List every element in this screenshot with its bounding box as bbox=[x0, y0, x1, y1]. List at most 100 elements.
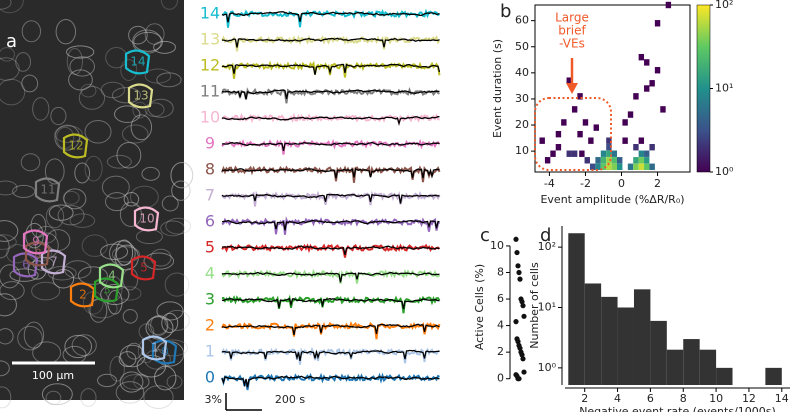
roi-label: 10 bbox=[139, 212, 154, 226]
cell-outline bbox=[144, 23, 165, 45]
y-tick-label: 30 bbox=[515, 92, 529, 105]
trace-label: 10 bbox=[200, 108, 220, 127]
cell-outline bbox=[12, 184, 36, 199]
roi-outline bbox=[130, 255, 157, 281]
roi-label: 11 bbox=[40, 183, 55, 197]
roi-label: 9 bbox=[32, 235, 40, 249]
heat-cell bbox=[654, 20, 661, 27]
cell-outline bbox=[154, 365, 177, 391]
cell-outline bbox=[47, 265, 77, 281]
heat-cell bbox=[600, 150, 607, 157]
heat-cell bbox=[561, 119, 567, 126]
trace-smooth bbox=[221, 297, 440, 310]
y-tick-label: 10 bbox=[490, 239, 504, 252]
heat-cell bbox=[633, 163, 639, 170]
trace-smooth bbox=[221, 323, 440, 336]
point bbox=[513, 236, 519, 242]
heat-cell bbox=[555, 130, 562, 138]
point bbox=[514, 249, 520, 256]
heat-cell bbox=[649, 163, 655, 170]
cell-outline bbox=[164, 309, 190, 331]
panel-letter: b bbox=[500, 1, 511, 22]
cell-outline bbox=[66, 47, 83, 75]
cell-outline bbox=[80, 83, 97, 98]
cell-outline bbox=[0, 0, 12, 10]
heat-cell bbox=[638, 53, 645, 61]
roi-outline bbox=[93, 277, 120, 303]
annotation: brief bbox=[558, 24, 586, 38]
roi-outline bbox=[24, 241, 51, 267]
cell-outline bbox=[164, 272, 190, 297]
cell-outline bbox=[105, 192, 129, 212]
point bbox=[520, 356, 526, 362]
x-tick-label: -2 bbox=[580, 177, 591, 190]
cell-outline bbox=[122, 374, 150, 391]
colorbar-tick-label: 10⁰ bbox=[715, 165, 734, 178]
roi-outline bbox=[40, 249, 67, 275]
amp-scale-label: 3% bbox=[205, 393, 222, 406]
x-tick-label: 8 bbox=[680, 392, 687, 405]
cell-outline bbox=[0, 234, 17, 250]
y-tick-label: 60 bbox=[515, 14, 529, 27]
roi-label: 13 bbox=[133, 89, 148, 103]
point bbox=[516, 269, 522, 276]
heat-cell bbox=[622, 137, 628, 144]
point bbox=[521, 313, 527, 319]
heat-cell bbox=[644, 85, 650, 92]
cell-outline bbox=[0, 220, 19, 242]
heat-cell bbox=[593, 124, 599, 131]
cell-outline bbox=[106, 154, 132, 169]
trace-label: 1 bbox=[205, 342, 215, 361]
point bbox=[517, 276, 523, 282]
cell-outline bbox=[161, 195, 179, 212]
point bbox=[516, 376, 522, 382]
trace-smooth bbox=[222, 37, 440, 48]
trace-label: 9 bbox=[205, 134, 215, 153]
trace-smooth bbox=[221, 349, 440, 362]
x-tick-label: 12 bbox=[742, 392, 756, 405]
panel-letter: a bbox=[6, 31, 17, 52]
cell-outline bbox=[0, 281, 25, 301]
x-tick-label: 6 bbox=[647, 392, 654, 405]
bar bbox=[650, 320, 667, 385]
heat-cell bbox=[606, 157, 612, 164]
heat-cell bbox=[582, 119, 589, 126]
cell-outline bbox=[0, 180, 18, 196]
heat-cell bbox=[600, 163, 607, 170]
trace-label: 11 bbox=[200, 82, 220, 101]
cell-outline bbox=[63, 188, 87, 210]
y-axis-label: Active Cells (%) bbox=[473, 264, 486, 350]
cell-outline bbox=[111, 87, 142, 104]
heat-cell bbox=[550, 150, 556, 157]
trace-label: 2 bbox=[205, 316, 215, 335]
cell-outline bbox=[68, 69, 93, 91]
bar bbox=[601, 296, 618, 385]
heat-cell bbox=[611, 157, 618, 164]
cell-outline bbox=[9, 268, 39, 282]
x-tick-label: 0 bbox=[618, 177, 625, 190]
heat-cell bbox=[633, 157, 639, 164]
roi-label: 6 bbox=[22, 258, 30, 272]
trace-smooth bbox=[221, 115, 440, 126]
y-tick-label: 6 bbox=[497, 292, 504, 305]
heat-cell bbox=[588, 137, 594, 144]
roi-label: 4 bbox=[108, 269, 116, 283]
cell-outline bbox=[126, 342, 143, 360]
trace-smooth bbox=[221, 245, 440, 255]
cell-outline bbox=[0, 293, 17, 317]
cell-outline bbox=[54, 124, 81, 151]
heat-cell bbox=[555, 144, 562, 151]
heat-cell bbox=[595, 157, 601, 164]
trace-label: 0 bbox=[205, 368, 215, 387]
trace-smooth bbox=[221, 89, 440, 100]
annotation-box bbox=[534, 97, 612, 171]
heat-cell bbox=[627, 163, 634, 170]
cell-outline bbox=[150, 314, 169, 336]
cell-outline bbox=[69, 56, 95, 77]
bar bbox=[765, 367, 782, 385]
cell-outline bbox=[78, 86, 106, 110]
cell-outline bbox=[0, 78, 26, 106]
roi-label: 5 bbox=[140, 261, 148, 275]
bar bbox=[584, 283, 602, 385]
cell-outline bbox=[130, 114, 153, 141]
